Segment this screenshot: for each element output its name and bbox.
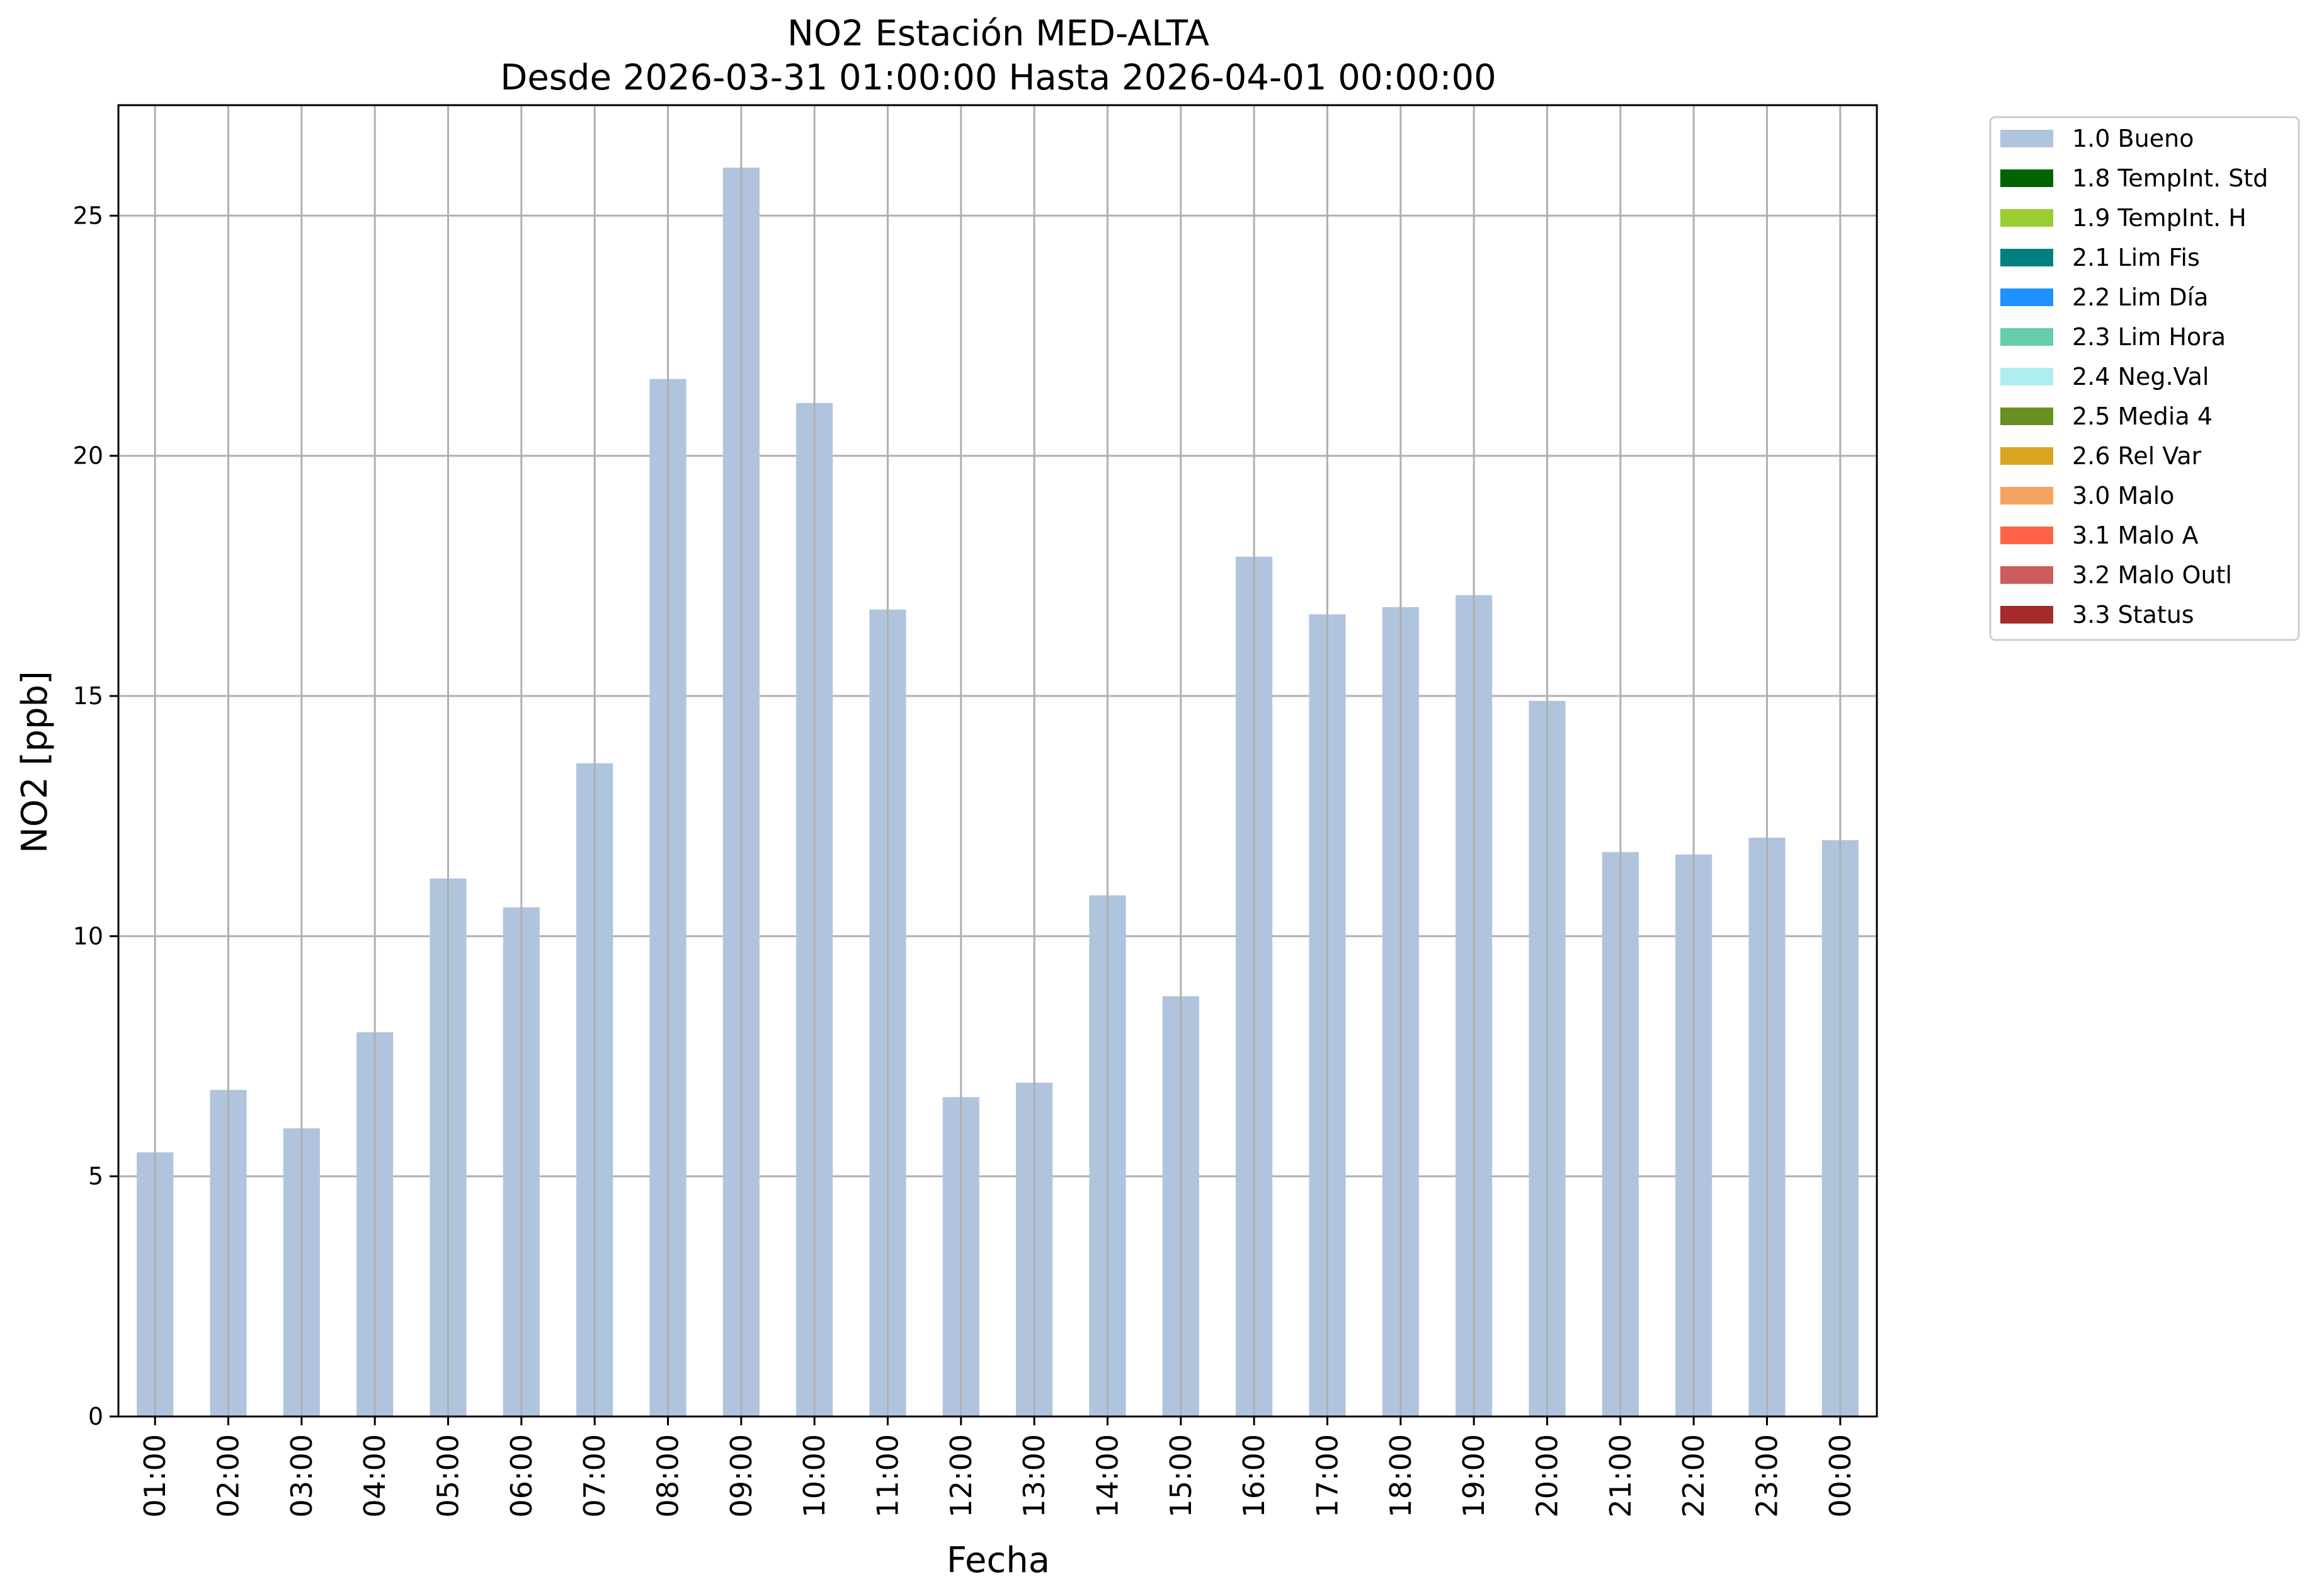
legend-swatch — [2000, 209, 2053, 227]
legend-swatch — [2000, 130, 2053, 147]
x-tick-label: 21:00 — [1604, 1434, 1638, 1518]
x-tick-label: 10:00 — [797, 1434, 831, 1518]
x-tick-label: 18:00 — [1384, 1434, 1418, 1518]
legend-label: 3.1 Malo A — [2072, 522, 2198, 549]
y-tick-label: 20 — [73, 442, 103, 470]
legend-label: 1.8 TempInt. Std — [2072, 164, 2268, 192]
legend-label: 2.3 Lim Hora — [2072, 323, 2226, 351]
y-tick-label: 0 — [88, 1403, 103, 1430]
x-tick-label: 19:00 — [1457, 1434, 1491, 1518]
legend-swatch — [2000, 487, 2053, 504]
y-tick-label: 10 — [73, 922, 103, 950]
x-tick-label: 14:00 — [1091, 1434, 1125, 1518]
x-tick-label: 22:00 — [1677, 1434, 1711, 1518]
legend-swatch — [2000, 249, 2053, 266]
y-tick-label: 25 — [73, 202, 103, 229]
x-tick-label: 04:00 — [358, 1434, 392, 1518]
legend-label: 2.6 Rel Var — [2072, 442, 2202, 470]
legend-swatch — [2000, 288, 2053, 306]
x-tick-label: 20:00 — [1530, 1434, 1564, 1518]
legend-swatch — [2000, 408, 2053, 425]
legend-swatch — [2000, 328, 2053, 346]
plot-frame — [117, 104, 1878, 1418]
legend-label: 3.3 Status — [2072, 601, 2194, 629]
x-tick-label: 17:00 — [1311, 1434, 1345, 1518]
x-tick-label: 09:00 — [724, 1434, 758, 1518]
x-axis-ticks: 01:00 02:00 03:00 04:00 05:00 06:00 07:00 08:00… — [138, 1416, 1857, 1518]
y-tick-label: 5 — [88, 1163, 103, 1190]
bars — [137, 168, 1859, 1417]
legend-box — [1989, 116, 2300, 641]
legend-swatch — [2000, 368, 2053, 385]
chart-title: NO2 Estación MED-ALTA — [787, 13, 1209, 54]
x-tick-label: 08:00 — [651, 1434, 685, 1518]
legend-label: 1.9 TempInt. H — [2072, 204, 2247, 232]
legend-swatch — [2000, 566, 2053, 584]
x-tick-label: 03:00 — [285, 1434, 319, 1518]
y-axis-label: NO2 [ppb] — [14, 671, 55, 853]
legend-label: 2.5 Media 4 — [2072, 402, 2213, 430]
legend-swatch — [2000, 606, 2053, 624]
x-tick-label: 00:00 — [1823, 1434, 1857, 1518]
legend-label: 2.2 Lim Día — [2072, 283, 2208, 311]
legend-label: 3.0 Malo — [2072, 482, 2174, 510]
chart-subtitle: Desde 2026-03-31 01:00:00 Hasta 2026-04-… — [500, 57, 1496, 98]
legend-items: 1.0 Bueno 1.8 TempInt. Std 1.9 TempInt. H 2… — [2000, 125, 2268, 629]
legend-label: 2.1 Lim Fis — [2072, 244, 2200, 271]
x-tick-label: 12:00 — [944, 1434, 978, 1518]
x-tick-label: 23:00 — [1750, 1434, 1784, 1518]
x-tick-label: 01:00 — [138, 1434, 172, 1518]
legend-label: 2.4 Neg.Val — [2072, 363, 2209, 390]
legend-label: 3.2 Malo Outl — [2072, 561, 2232, 589]
x-tick-label: 13:00 — [1017, 1434, 1051, 1518]
x-tick-label: 06:00 — [504, 1434, 538, 1518]
x-tick-label: 15:00 — [1164, 1434, 1198, 1518]
legend-label: 1.0 Bueno — [2072, 125, 2194, 152]
x-tick-label: 16:00 — [1237, 1434, 1271, 1518]
y-axis-ticks: 0 5 10 15 20 25 — [73, 202, 118, 1430]
x-tick-label: 07:00 — [578, 1434, 612, 1518]
x-tick-label: 11:00 — [871, 1434, 905, 1518]
legend-swatch — [2000, 527, 2053, 544]
x-tick-label: 02:00 — [212, 1434, 246, 1518]
legend: 1.0 Bueno 1.8 TempInt. Std 1.9 TempInt. H 2… — [1989, 116, 2300, 641]
x-tick-label: 05:00 — [431, 1434, 465, 1518]
legend-swatch — [2000, 447, 2053, 465]
x-grid-lines — [154, 105, 1842, 1416]
y-tick-label: 15 — [73, 682, 103, 710]
x-axis-label: Fecha — [947, 1540, 1050, 1581]
legend-swatch — [2000, 169, 2053, 187]
